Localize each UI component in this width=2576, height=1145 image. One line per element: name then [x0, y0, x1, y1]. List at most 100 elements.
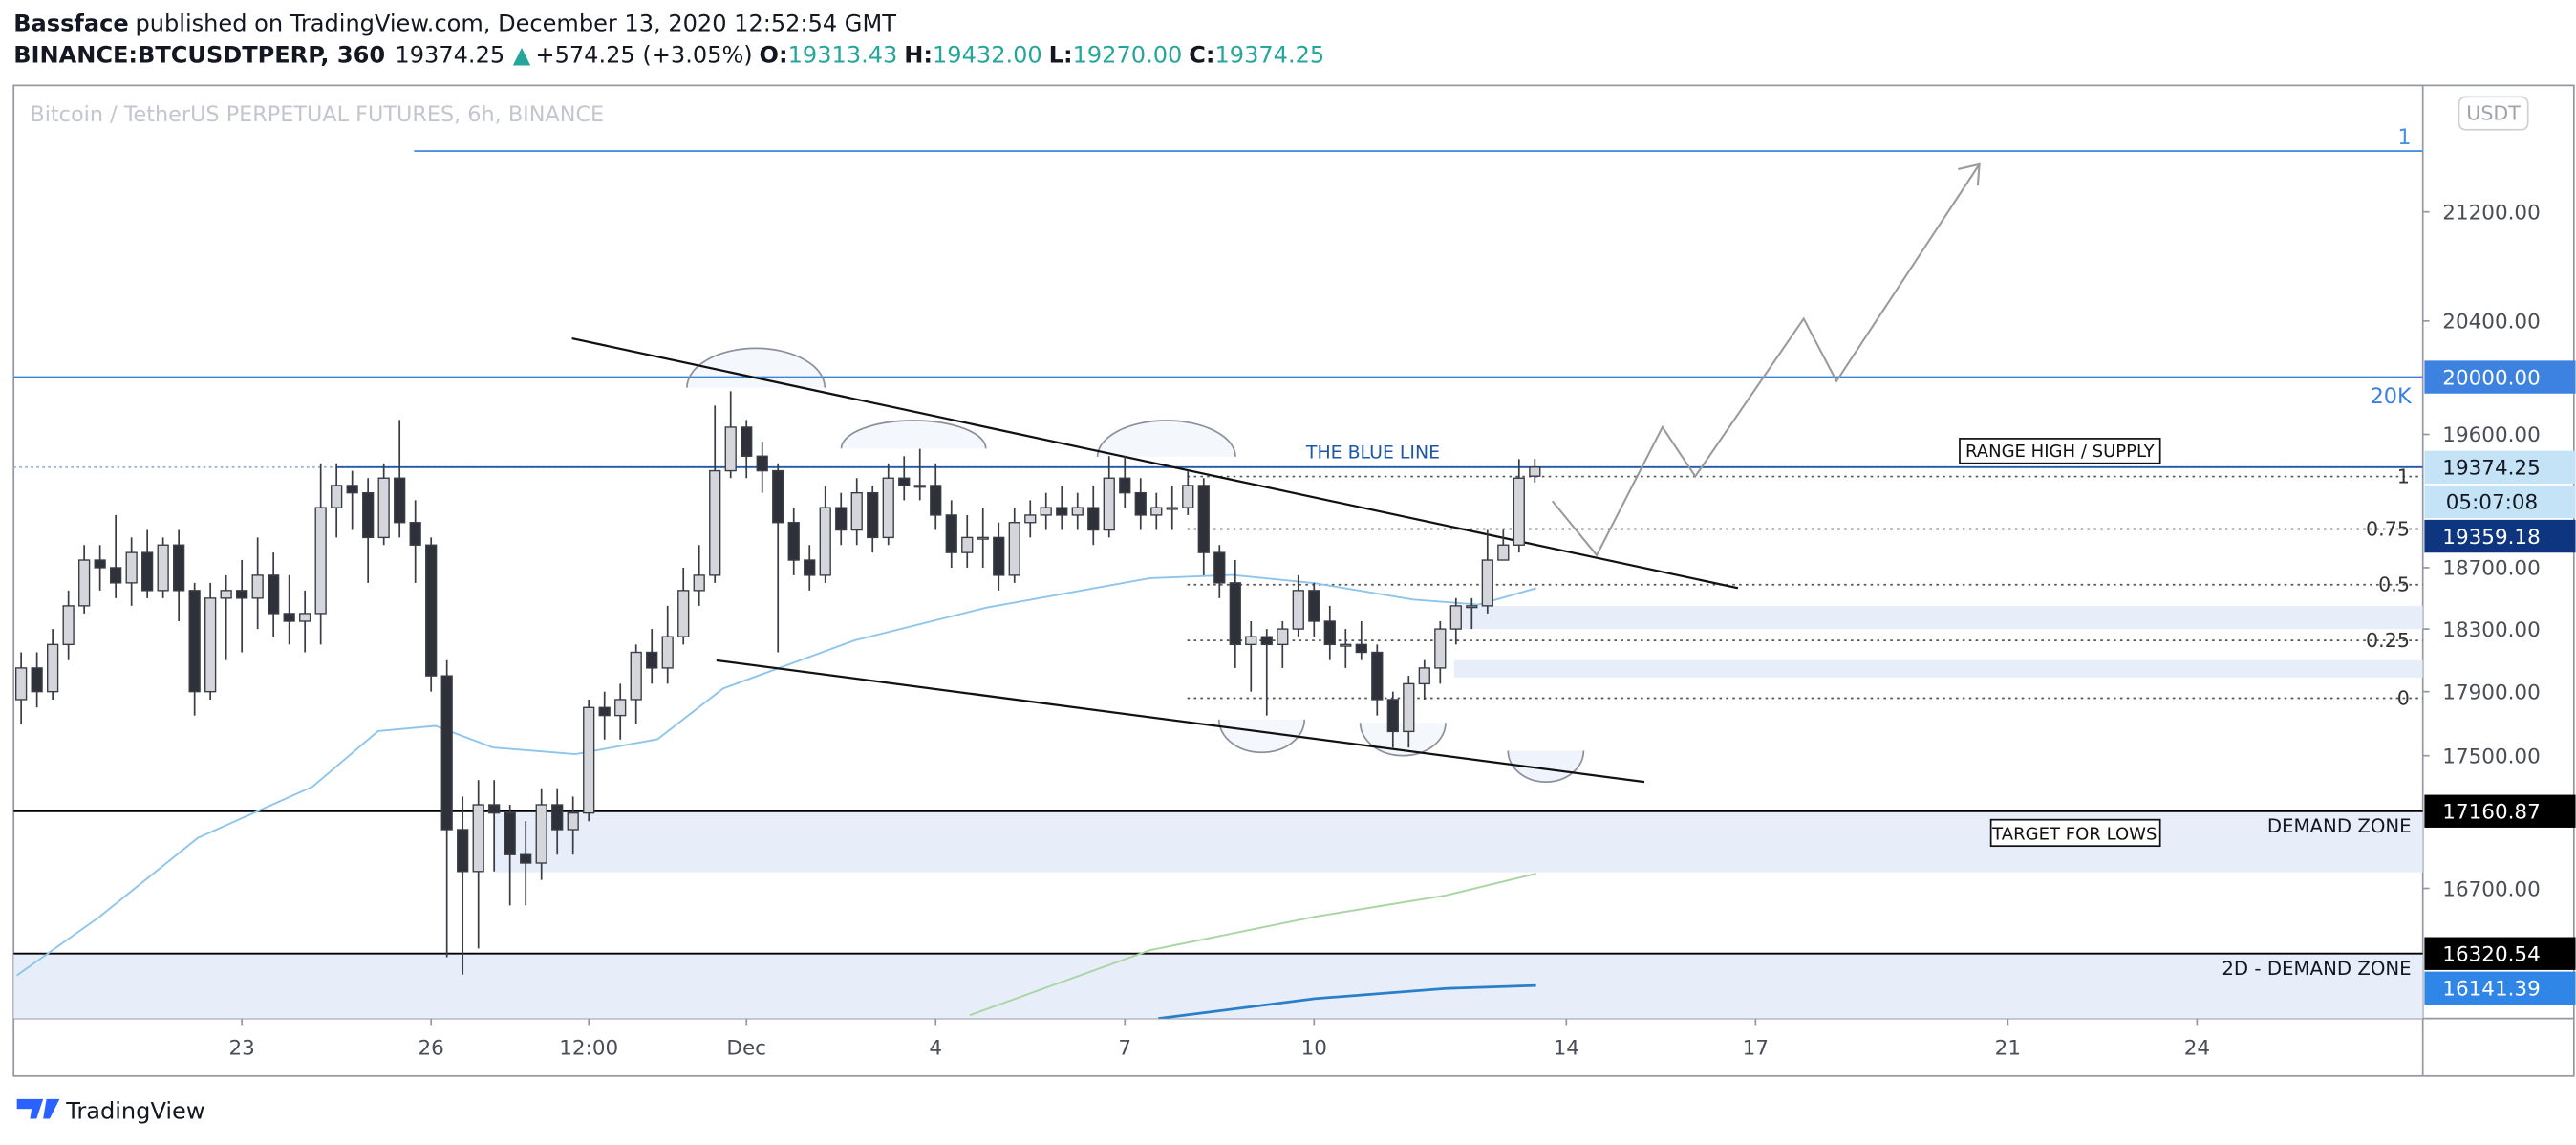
candle-body	[488, 804, 501, 814]
candle-body	[173, 544, 185, 592]
candle-body	[1040, 507, 1052, 516]
candle-body	[741, 426, 753, 457]
candle-body	[567, 811, 579, 831]
candle-body	[1466, 605, 1478, 609]
projection-arrowhead	[1958, 162, 1981, 186]
y-tick-label: 17900.00	[2442, 681, 2540, 704]
c-label: C:	[1189, 41, 1214, 68]
candle-body	[867, 491, 879, 539]
x-tick-label: Dec	[726, 1036, 766, 1060]
candle-body	[898, 477, 911, 486]
candle-body	[835, 507, 848, 531]
h-value: 19432.00	[933, 41, 1042, 68]
candle-body	[188, 590, 201, 693]
y-tick-label: 18300.00	[2442, 618, 2540, 642]
candle-body	[1308, 590, 1320, 622]
candle-body	[961, 536, 974, 553]
candle-body	[472, 804, 484, 873]
levels	[13, 150, 2423, 955]
candle-body	[646, 651, 658, 669]
candle-body	[1087, 507, 1100, 531]
arrow: ▲	[513, 41, 531, 68]
o-value: 19313.43	[788, 41, 898, 68]
x-tick-label: 21	[1995, 1036, 2021, 1060]
arc	[840, 420, 987, 449]
candle-body	[346, 485, 358, 494]
trendline	[571, 336, 1739, 590]
candle-body	[94, 559, 106, 569]
candle-body	[677, 590, 690, 637]
candle-body	[1213, 551, 1226, 584]
candle-body	[882, 477, 894, 539]
projection	[1551, 163, 1981, 557]
x-tick-label: 4	[929, 1036, 942, 1060]
currency-box	[2458, 96, 2529, 131]
quote-line: BINANCE:BTCUSDTPERP, 360 19374.25 ▲ +574.25…	[13, 41, 1324, 68]
candle-body	[110, 567, 122, 584]
candle-body	[945, 514, 957, 553]
candle-body	[504, 811, 516, 855]
l-label: L:	[1049, 41, 1073, 68]
candle-body	[236, 590, 248, 599]
x-tick-label: 24	[2184, 1036, 2210, 1060]
logo: TradingView	[16, 1097, 205, 1124]
candle-body	[693, 574, 705, 592]
zone-label: DEMAND ZONE	[2267, 815, 2412, 837]
candle-body	[141, 551, 154, 592]
level-label: 20K	[2371, 384, 2413, 409]
candle-body	[977, 536, 989, 540]
publish-line: Bassface published on TradingView.com, De…	[13, 11, 896, 37]
candle-body	[1497, 544, 1510, 561]
candle-body	[1182, 485, 1194, 508]
candle-body	[204, 597, 217, 693]
candle-body	[440, 675, 453, 831]
candle-body	[1434, 628, 1447, 669]
candle-body	[1355, 643, 1367, 654]
y-tick-label: 16700.00	[2442, 877, 2540, 901]
candle-body	[630, 651, 642, 701]
candle-body	[614, 699, 627, 717]
candle-body	[661, 636, 674, 669]
author: Bassface	[13, 11, 128, 37]
candle-body	[1024, 514, 1037, 524]
candle-body	[157, 544, 169, 592]
y-tick-label: 19600.00	[2442, 423, 2540, 447]
o-label: O:	[760, 41, 788, 68]
price-label: 17160.87	[2442, 800, 2540, 824]
published: published on TradingView.com, December 1…	[136, 11, 897, 37]
logo-mark	[16, 1098, 33, 1110]
h-label: H:	[904, 41, 933, 68]
candle-body	[850, 491, 863, 531]
price-label-box	[2424, 450, 2576, 485]
candle-body	[520, 853, 532, 864]
price-label-box	[2424, 360, 2576, 394]
candle-body	[1323, 620, 1336, 646]
candle-body	[1277, 628, 1289, 646]
candle-body	[409, 522, 421, 546]
level-label: 1	[2397, 125, 2411, 150]
axes: 21200.00 20400.00 19600.00 18700.00 18300.00…	[228, 201, 2576, 1060]
candle-body	[78, 559, 91, 607]
change: +574.25 (+3.05%)	[535, 41, 752, 68]
moving-average	[15, 573, 1536, 977]
frame	[12, 84, 2575, 1077]
fib-label: 0.5	[2378, 573, 2410, 596]
candle-body	[1134, 491, 1147, 516]
x-tick-label: 23	[228, 1036, 254, 1060]
annotation-box	[1959, 438, 2161, 464]
moving-average	[1158, 983, 1536, 1019]
price-label: 19374.25	[2442, 457, 2540, 481]
countdown: 05:07:08	[2446, 491, 2538, 515]
candle-body	[787, 522, 800, 561]
candle-body	[913, 485, 926, 488]
candle-body	[1071, 507, 1084, 516]
candle-body	[425, 544, 438, 677]
candles	[15, 391, 1541, 975]
symbol: BINANCE:BTCUSDTPERP, 360	[13, 41, 385, 68]
candle-body	[299, 613, 311, 622]
fib-label: 1	[2397, 464, 2410, 487]
l-value: 19270.00	[1073, 41, 1183, 68]
price-label-box	[2424, 794, 2576, 828]
x-tick-label: 12:00	[559, 1036, 618, 1060]
candle-body	[31, 667, 43, 693]
